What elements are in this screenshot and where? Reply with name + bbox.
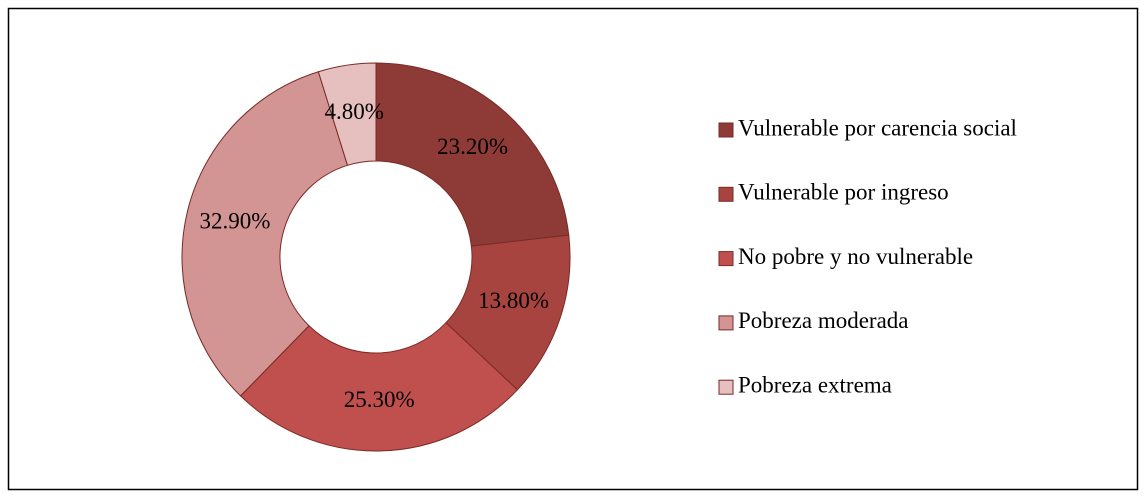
legend-label: Pobreza extrema [738, 372, 892, 397]
data-label: 32.90% [200, 208, 271, 233]
donut-slice [317, 62, 377, 166]
legend-swatch [718, 379, 734, 395]
donut-slice [375, 62, 570, 247]
data-label: 25.30% [344, 387, 415, 412]
legend-swatch [718, 251, 734, 267]
legend-label: Vulnerable por ingreso [738, 180, 949, 205]
data-label: 23.20% [437, 134, 508, 159]
donut-slice [239, 322, 519, 452]
data-label: 13.80% [478, 288, 549, 313]
legend-swatch [718, 186, 734, 202]
legend-swatch [718, 315, 734, 331]
legend-label: No pobre y no vulnerable [738, 244, 973, 269]
donut-slice [181, 71, 349, 397]
legend-label: Pobreza moderada [738, 308, 909, 333]
legend-label: Vulnerable por carencia social [738, 115, 1017, 140]
legend-swatch [718, 122, 734, 138]
data-label: 4.80% [325, 99, 384, 124]
